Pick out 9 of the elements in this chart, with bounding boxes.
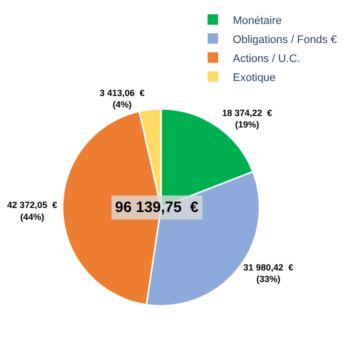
legend-label: Actions / U.C. (232, 52, 300, 65)
legend-label: Monétaire (232, 14, 282, 27)
data-label: 3 413,06 € (4%) (100, 88, 145, 110)
legend-label: Obligations / Fonds € (232, 34, 337, 46)
data-label: 42 372,05 € (44%) (7, 200, 58, 222)
legend-label: Exotique (232, 72, 276, 84)
data-label: 18 374,22 € (19%) (222, 108, 272, 130)
text: 96 139,75 € (115, 199, 200, 216)
data-label: 31 980,42 € (33%) (243, 262, 294, 284)
